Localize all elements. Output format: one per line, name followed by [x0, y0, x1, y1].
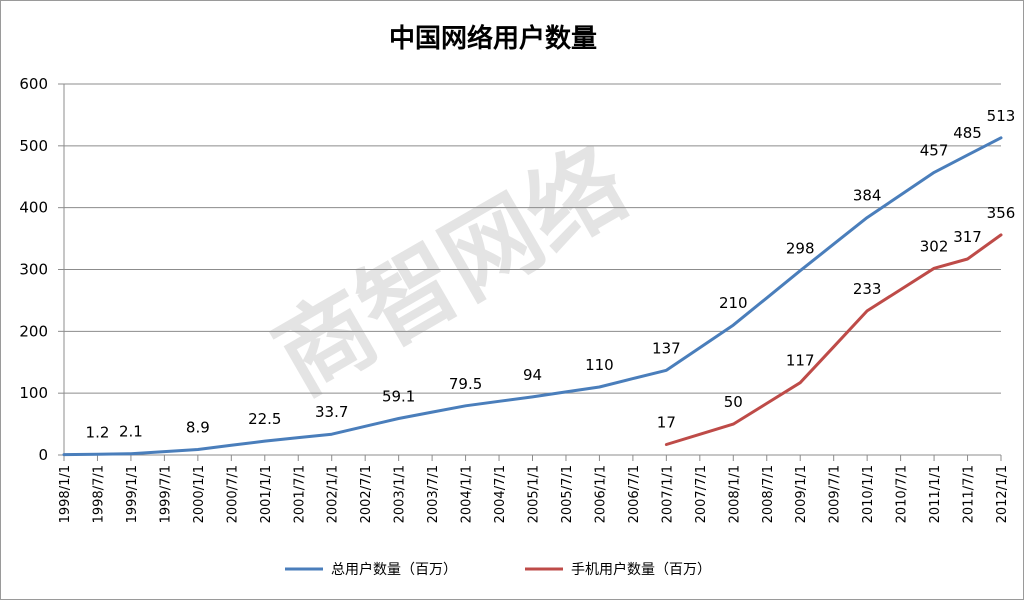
y-tick-label: 600: [19, 75, 48, 93]
x-tick-label: 2005/7/1: [560, 465, 575, 523]
x-tick-label: 2002/7/1: [359, 465, 374, 523]
x-tick-label: 2001/1/1: [259, 465, 274, 523]
x-tick-label: 2009/1/1: [794, 465, 809, 523]
data-label: 317: [953, 228, 982, 246]
y-tick-label: 500: [19, 137, 48, 155]
data-label: 79.5: [449, 375, 482, 393]
y-tick-label: 200: [19, 322, 48, 340]
data-label: 485: [953, 124, 982, 142]
data-label: 384: [853, 187, 882, 205]
legend: 总用户数量（百万） 手机用户数量（百万）: [285, 561, 711, 578]
data-label: 1.2: [86, 423, 110, 441]
series-layer: [62, 136, 1003, 457]
x-tick-label: 2003/7/1: [426, 465, 441, 523]
x-tick-label: 2010/7/1: [895, 465, 910, 523]
y-axis: 0 100 200 300 400 500 600: [19, 75, 65, 464]
x-tick-label: 2002/1/1: [326, 465, 341, 523]
x-axis: 1998/1/1 1998/7/1 1999/1/1 1999/7/1 2000/1/1…: [58, 454, 1010, 523]
y-tick-label: 300: [19, 261, 48, 279]
data-label: 356: [987, 204, 1016, 222]
legend-label-total: 总用户数量（百万）: [331, 561, 457, 578]
data-label: 457: [920, 141, 949, 159]
data-label: 513: [987, 107, 1016, 125]
x-tick-label: 2006/1/1: [593, 465, 608, 523]
y-tick-label: 100: [19, 384, 48, 402]
x-tick-label: 2009/7/1: [828, 465, 843, 523]
x-tick-label: 2004/1/1: [460, 465, 475, 523]
data-label: 8.9: [186, 418, 210, 436]
x-tick-label: 1998/1/1: [58, 465, 73, 523]
x-tick-label: 1999/1/1: [125, 465, 140, 523]
x-tick-label: 2007/7/1: [694, 465, 709, 523]
x-tick-label: 2011/7/1: [962, 465, 977, 523]
x-tick-label: 2008/7/1: [761, 465, 776, 523]
x-tick-label: 2005/1/1: [527, 465, 542, 523]
y-tick-label: 400: [19, 199, 48, 217]
data-label: 298: [786, 240, 815, 258]
data-label: 59.1: [382, 387, 415, 405]
data-label: 94: [523, 366, 542, 384]
x-tick-label: 2001/7/1: [292, 465, 307, 523]
x-tick-label: 2004/7/1: [493, 465, 508, 523]
y-tick-label: 0: [38, 446, 48, 464]
x-tick-label: 2000/7/1: [225, 465, 240, 523]
data-label: 110: [585, 356, 614, 374]
data-label: 210: [719, 294, 748, 312]
x-tick-label: 2010/1/1: [861, 465, 876, 523]
series-line-1: [664, 233, 1003, 446]
series-line-0: [62, 136, 1003, 457]
x-tick-label: 2007/1/1: [660, 465, 675, 523]
data-label: 137: [652, 339, 681, 357]
chart-title: 中国网络用户数量: [389, 23, 597, 54]
data-label: 33.7: [315, 403, 348, 421]
x-tick-label: 2003/1/1: [393, 465, 408, 523]
x-tick-label: 1999/7/1: [158, 465, 173, 523]
data-label: 22.5: [248, 410, 281, 428]
gridlines: [64, 83, 1001, 456]
x-tick-label: 1998/7/1: [91, 465, 106, 523]
data-label: 233: [853, 280, 882, 298]
legend-label-mobile: 手机用户数量（百万）: [571, 561, 711, 578]
data-label: 17: [657, 413, 676, 431]
x-tick-label: 2006/7/1: [627, 465, 642, 523]
x-tick-label: 2008/1/1: [727, 465, 742, 523]
x-tick-label: 2000/1/1: [192, 465, 207, 523]
data-label: 50: [724, 393, 743, 411]
x-tick-label: 2012/1/1: [995, 465, 1010, 523]
x-tick-label: 2011/1/1: [928, 465, 943, 523]
data-label: 117: [786, 352, 815, 370]
data-label: 302: [920, 237, 949, 255]
data-label: 2.1: [119, 423, 143, 441]
data-labels: 1.2 2.1 8.9 22.5 33.7 59.1 79.5 94 110 137 210 298 3…: [86, 107, 1016, 441]
